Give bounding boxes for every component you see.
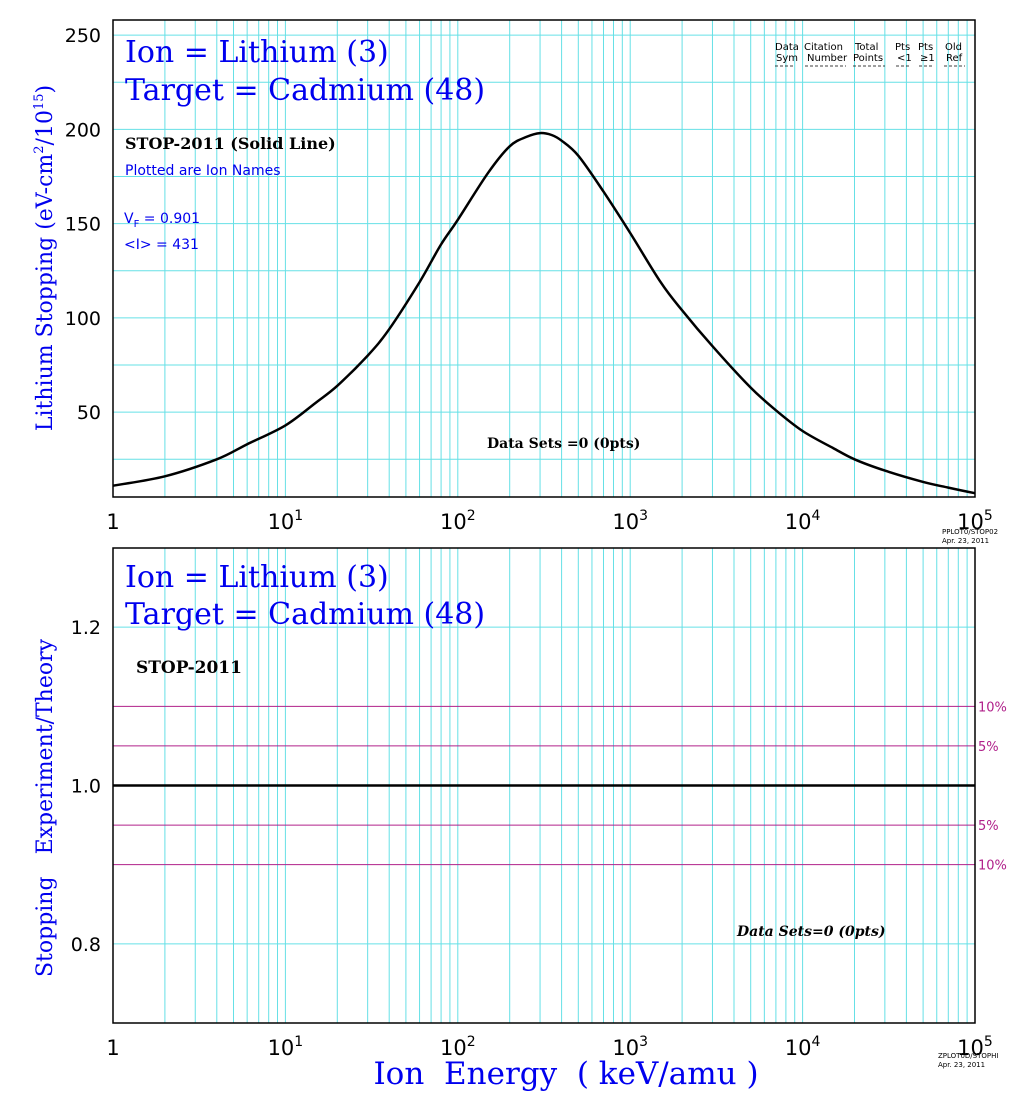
top-data-sets-label: Data Sets =0 (0pts) (487, 436, 640, 452)
percent-band-lines: 10% 5% 5% 10% (113, 700, 1007, 874)
x-tick-label: 105 (957, 508, 993, 534)
model-label: STOP-2011 (Solid Line) (125, 134, 336, 153)
legend-col-sym: Sym (776, 53, 798, 64)
percent-band-label: 5% (978, 740, 999, 755)
percent-band-label: 10% (978, 859, 1007, 874)
legend-col-points: Points (853, 53, 883, 64)
bottom-model-label: STOP-2011 (136, 658, 242, 678)
top-plot-frame (112, 19, 976, 498)
bottom-title-ion: Ion = Lithium (3) (125, 560, 389, 595)
x-tick-label: 103 (612, 1034, 648, 1060)
legend-col-pts2: Pts (918, 42, 933, 53)
legend-col-data: Data (775, 42, 799, 53)
bottom-x-tick-labels: 1 101 102 103 104 105 (106, 1034, 993, 1060)
top-x-tick-labels: 1 101 102 103 104 105 (106, 508, 993, 534)
bottom-y-axis-label: StoppingExperiment/Theory (33, 638, 58, 977)
bottom-plot-frame (112, 547, 976, 1024)
top-footer-code: PPLOT0/STOP02 (942, 528, 998, 536)
legend-col-ref: Ref (946, 53, 963, 64)
x-tick-label: 1 (106, 510, 119, 534)
plotted-note: Plotted are Ion Names (125, 163, 281, 179)
bottom-y-tick-labels: 0.8 1.0 1.2 (71, 617, 101, 956)
x-tick-label: 101 (268, 508, 304, 534)
y-tick-label: 1.2 (71, 617, 101, 639)
ratio-chart: 10% 5% 5% 10% 0.8 1.0 1.2 1 101 102 103 104 105 Io… (33, 547, 1007, 1092)
bottom-footer-code: ZPLOT0D/STOPHI (938, 1052, 998, 1060)
stopping-power-chart: 50 100 150 200 250 1 101 102 103 104 105 Ion = Li… (32, 19, 998, 545)
x-tick-label: 101 (268, 1034, 304, 1060)
top-grid (113, 20, 975, 497)
legend-col-ge1: ≥1 (920, 53, 935, 64)
x-tick-label: 104 (785, 508, 821, 534)
stopping-curve (112, 131, 976, 495)
y-tick-label: 150 (65, 214, 101, 236)
x-tick-label: 1 (106, 1036, 119, 1060)
y-tick-label: 100 (65, 308, 101, 330)
percent-band-label: 5% (978, 819, 999, 834)
bottom-data-sets-label: Data Sets=0 (0pts) (736, 924, 885, 940)
y-tick-label: 50 (77, 402, 101, 424)
y-tick-label: 0.8 (71, 934, 101, 956)
x-tick-label: 103 (612, 508, 648, 534)
legend-col-total: Total (854, 42, 878, 53)
x-tick-label: 104 (785, 1034, 821, 1060)
y-tick-label: 250 (65, 25, 101, 47)
bottom-footer-date: Apr. 23, 2011 (938, 1061, 985, 1069)
legend-col-pts1: Pts (895, 42, 910, 53)
top-title-ion: Ion = Lithium (3) (125, 35, 389, 70)
legend-col-lt1: <1 (897, 53, 912, 64)
bottom-title-target: Target = Cadmium (48) (125, 597, 485, 632)
legend-col-number: Number (807, 53, 848, 64)
legend-col-citation: Citation (804, 42, 843, 53)
top-title-target: Target = Cadmium (48) (125, 73, 485, 108)
legend-header: Data Citation Total Pts Pts Old Sym Numb… (775, 42, 965, 67)
y-tick-label: 1.0 (71, 776, 101, 798)
x-tick-label: 102 (440, 508, 476, 534)
x-tick-label: 105 (957, 1034, 993, 1060)
y-tick-label: 200 (65, 119, 101, 141)
top-y-tick-labels: 50 100 150 200 250 (65, 25, 101, 424)
percent-band-label: 10% (978, 700, 1007, 715)
vf-label: VF = 0.901 (124, 211, 200, 230)
x-axis-label: Ion Energy ( keV/amu ) (373, 1056, 758, 1092)
top-y-axis-label: Lithium Stopping (eV-cm2/1015) (32, 85, 58, 431)
legend-col-old: Old (945, 42, 962, 53)
top-footer-date: Apr. 23, 2011 (942, 537, 989, 545)
mean-excitation-label: <I> = 431 (124, 237, 199, 253)
x-tick-label: 102 (440, 1034, 476, 1060)
